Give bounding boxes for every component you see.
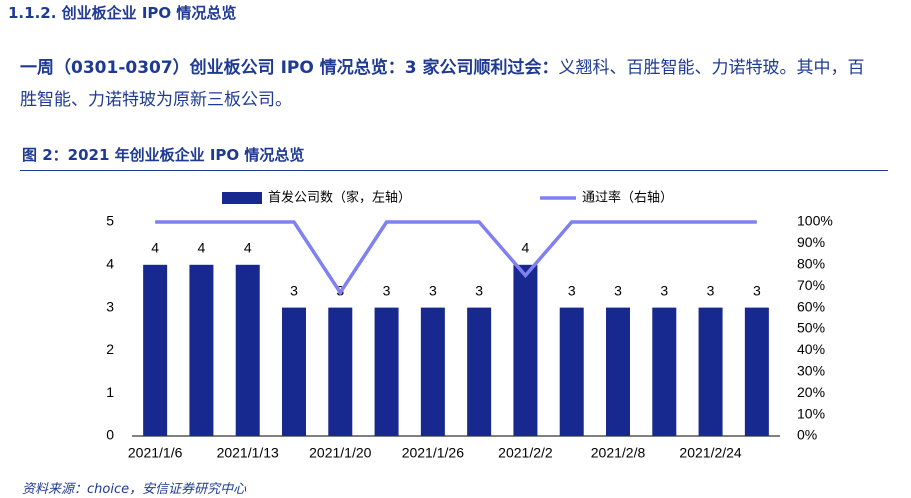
legend-label: 首发公司数（家，左轴） [268,190,411,206]
y2-tick-label: 80% [797,256,825,272]
figure-title: 图 2：2021 年创业板企业 IPO 情况总览 [22,146,305,164]
chart: 0123450%10%20%30%40%50%60%70%80%90%100%2… [106,190,833,461]
paragraph: 一周（0301-0307）创业板公司 IPO 情况总览：3 家公司顺利过会：义翘… [20,52,870,116]
x-tick-label: 2021/1/20 [309,445,371,461]
legend-label: 通过率（右轴） [582,190,673,206]
y2-tick-label: 20% [797,384,825,400]
bar [143,264,168,436]
data-label: 3 [383,282,391,298]
heading: 1.1.2. 创业板企业 IPO 情况总览 [8,4,237,22]
bar [513,264,538,436]
y2-tick-label: 10% [797,405,825,421]
data-label: 4 [244,240,252,256]
data-label: 3 [475,282,483,298]
y2-tick-label: 70% [797,277,825,293]
y2-tick-label: 60% [797,298,825,314]
bar [189,264,214,436]
data-label: 3 [290,282,298,298]
data-label: 4 [522,240,530,256]
y-tick-label: 2 [106,341,114,357]
bar [652,307,677,436]
x-tick-label: 2021/2/2 [498,445,553,461]
x-tick-label: 2021/1/26 [402,445,464,461]
y-tick-label: 0 [106,427,114,443]
data-label: 3 [707,282,715,298]
bar [282,307,306,436]
bar [235,264,260,436]
bar [698,307,723,436]
bar [606,307,630,436]
data-label: 4 [151,240,159,256]
legend-swatch [222,192,262,204]
data-label: 3 [568,282,576,298]
y-tick-label: 1 [106,384,114,400]
source: 资料来源：choice，安信证券研究中心 [22,482,247,497]
y2-tick-label: 0% [797,427,817,443]
data-label: 3 [753,282,761,298]
bar [559,307,584,436]
x-tick-label: 2021/2/8 [591,445,646,461]
paragraph-bold: 一周（0301-0307）创业板公司 IPO 情况总览：3 家公司顺利过会： [20,58,559,78]
y-tick-label: 5 [106,213,114,229]
y2-tick-label: 40% [797,341,825,357]
y2-tick-label: 100% [797,213,833,229]
bar [328,307,353,436]
data-label: 3 [660,282,668,298]
bar [467,307,492,436]
data-label: 3 [429,282,437,298]
x-tick-label: 2021/1/13 [217,445,279,461]
bar [420,307,445,436]
data-label: 3 [614,282,622,298]
x-tick-label: 2021/2/24 [679,445,741,461]
y2-tick-label: 50% [797,320,825,336]
data-label: 4 [198,240,206,256]
bar [744,307,769,436]
y2-tick-label: 30% [797,363,825,379]
y2-tick-label: 90% [797,234,825,250]
y-tick-label: 3 [106,298,114,314]
paragraph-text: 义翘科、百胜智能、力诺特玻。其中，百胜智能、力诺特玻为原新三板公司。 [20,58,865,110]
rule [20,170,888,171]
x-tick-label: 2021/1/6 [128,445,183,461]
y-tick-label: 4 [106,256,114,272]
line [155,220,757,296]
bar [374,307,399,436]
